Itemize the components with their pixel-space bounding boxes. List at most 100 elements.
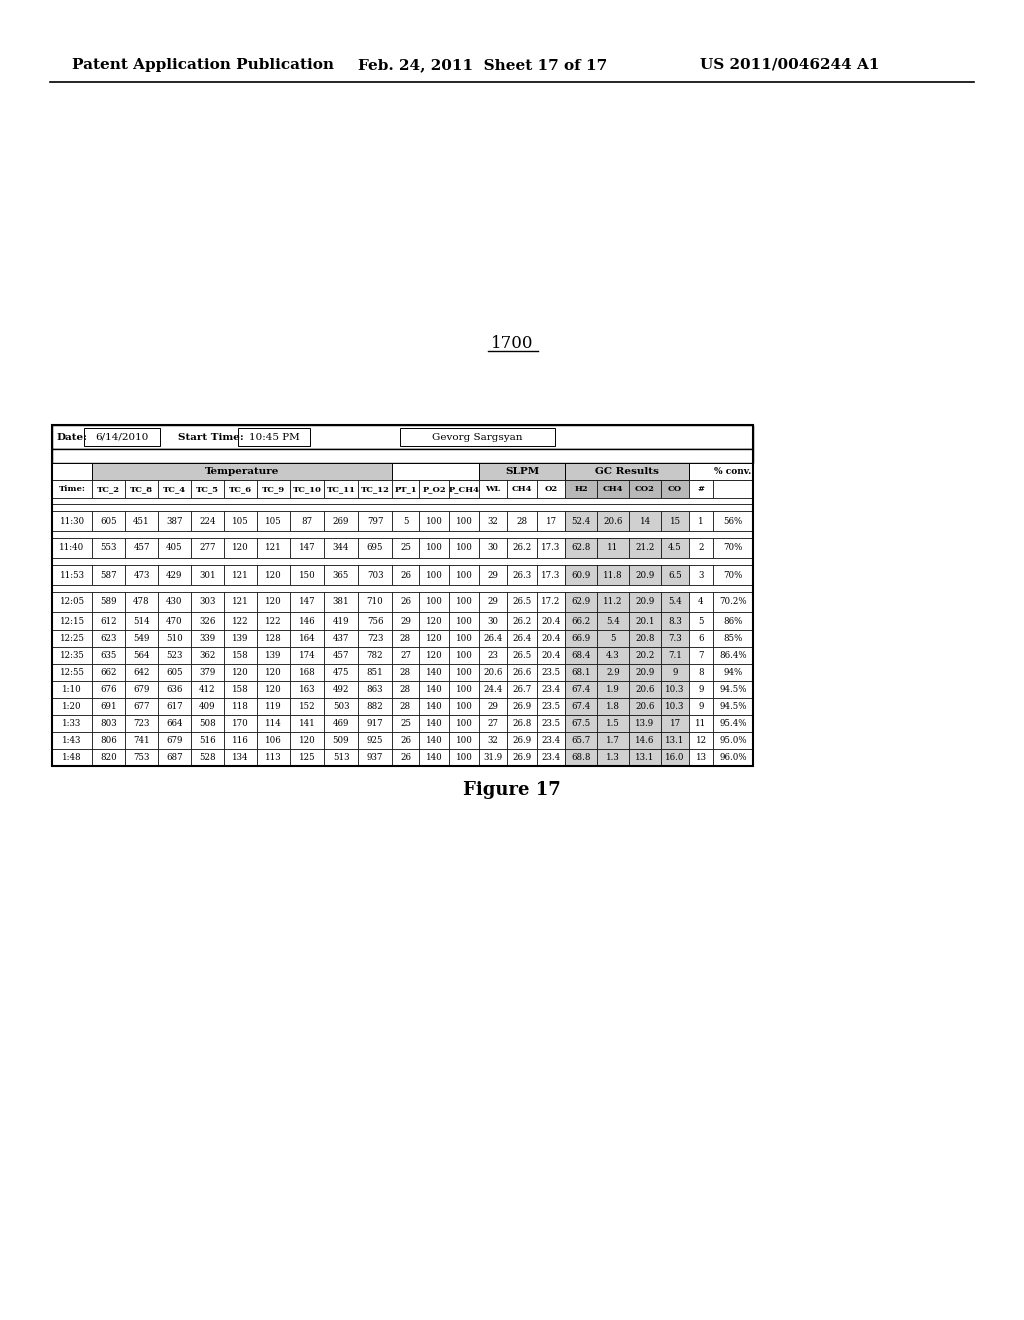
Bar <box>479 715 507 733</box>
Text: 121: 121 <box>232 570 249 579</box>
Text: 23: 23 <box>487 651 499 660</box>
Text: 13.9: 13.9 <box>635 719 654 729</box>
Bar <box>662 539 689 558</box>
Text: 147: 147 <box>299 544 315 553</box>
Text: 14.6: 14.6 <box>635 737 654 744</box>
Bar <box>449 591 479 612</box>
Text: 86.4%: 86.4% <box>719 651 746 660</box>
Bar <box>92 715 125 733</box>
Text: 409: 409 <box>200 702 216 711</box>
Bar <box>92 565 125 585</box>
Bar <box>392 630 419 647</box>
Text: 1700: 1700 <box>490 335 534 352</box>
Bar <box>191 715 224 733</box>
Bar <box>52 504 753 511</box>
Text: 9: 9 <box>698 702 703 711</box>
Bar <box>449 698 479 715</box>
Text: 17.3: 17.3 <box>542 544 560 553</box>
Bar <box>537 630 565 647</box>
Bar <box>507 715 537 733</box>
Text: 9: 9 <box>698 685 703 694</box>
Bar <box>689 480 713 498</box>
Bar <box>597 565 629 585</box>
Bar <box>713 565 753 585</box>
Bar <box>713 698 753 715</box>
Text: 100: 100 <box>456 702 472 711</box>
Text: 66.9: 66.9 <box>571 634 591 643</box>
Text: 937: 937 <box>367 752 383 762</box>
Bar <box>689 748 713 766</box>
Bar <box>52 463 753 480</box>
Text: TC_11: TC_11 <box>327 484 355 492</box>
Bar <box>290 612 324 630</box>
Bar <box>191 664 224 681</box>
Text: 140: 140 <box>426 668 442 677</box>
Bar <box>713 591 753 612</box>
Bar <box>257 511 290 531</box>
Text: 120: 120 <box>232 668 249 677</box>
Bar <box>479 612 507 630</box>
Text: 100: 100 <box>456 598 472 606</box>
Text: 677: 677 <box>133 702 150 711</box>
Text: 100: 100 <box>456 634 472 643</box>
Bar <box>449 748 479 766</box>
Bar <box>125 630 158 647</box>
Text: 26.5: 26.5 <box>512 651 531 660</box>
Bar <box>662 480 689 498</box>
Text: 11.8: 11.8 <box>603 570 623 579</box>
Bar <box>224 733 257 748</box>
Text: 146: 146 <box>299 616 315 626</box>
Bar <box>565 715 597 733</box>
Bar <box>597 630 629 647</box>
Text: 100: 100 <box>456 685 472 694</box>
Bar <box>125 733 158 748</box>
Text: 469: 469 <box>333 719 349 729</box>
Bar <box>392 748 419 766</box>
Bar <box>689 539 713 558</box>
Bar <box>324 733 358 748</box>
Text: GC Results: GC Results <box>595 467 658 477</box>
Text: 23.5: 23.5 <box>542 719 560 729</box>
Bar <box>565 733 597 748</box>
Bar <box>713 748 753 766</box>
Bar <box>537 715 565 733</box>
Text: 437: 437 <box>333 634 349 643</box>
Text: 13.1: 13.1 <box>635 752 654 762</box>
Text: TC_5: TC_5 <box>196 484 219 492</box>
Text: 303: 303 <box>200 598 216 606</box>
Bar <box>662 681 689 698</box>
Bar <box>224 715 257 733</box>
Bar <box>662 733 689 748</box>
Bar <box>290 681 324 698</box>
Bar <box>449 612 479 630</box>
Bar <box>191 748 224 766</box>
Bar <box>257 539 290 558</box>
Bar <box>224 681 257 698</box>
Text: 20.6: 20.6 <box>635 702 654 711</box>
Bar <box>479 565 507 585</box>
Bar <box>392 664 419 681</box>
Text: 820: 820 <box>100 752 117 762</box>
Text: 26: 26 <box>400 752 411 762</box>
Text: 451: 451 <box>133 516 150 525</box>
Text: 14: 14 <box>639 516 650 525</box>
Bar <box>662 511 689 531</box>
Text: 9: 9 <box>672 668 678 677</box>
Text: 168: 168 <box>299 668 315 677</box>
Bar <box>290 511 324 531</box>
Text: 882: 882 <box>367 702 383 711</box>
Text: 326: 326 <box>200 616 216 626</box>
Bar <box>537 511 565 531</box>
Text: 13.1: 13.1 <box>666 737 685 744</box>
Bar <box>479 480 507 498</box>
Bar <box>290 733 324 748</box>
Text: 120: 120 <box>265 668 282 677</box>
Text: TC_2: TC_2 <box>97 484 120 492</box>
Bar <box>125 698 158 715</box>
Text: Feb. 24, 2011  Sheet 17 of 17: Feb. 24, 2011 Sheet 17 of 17 <box>358 58 607 73</box>
Bar <box>358 612 392 630</box>
Text: 23.4: 23.4 <box>542 685 560 694</box>
Bar <box>537 565 565 585</box>
Text: 863: 863 <box>367 685 383 694</box>
Bar <box>419 698 449 715</box>
